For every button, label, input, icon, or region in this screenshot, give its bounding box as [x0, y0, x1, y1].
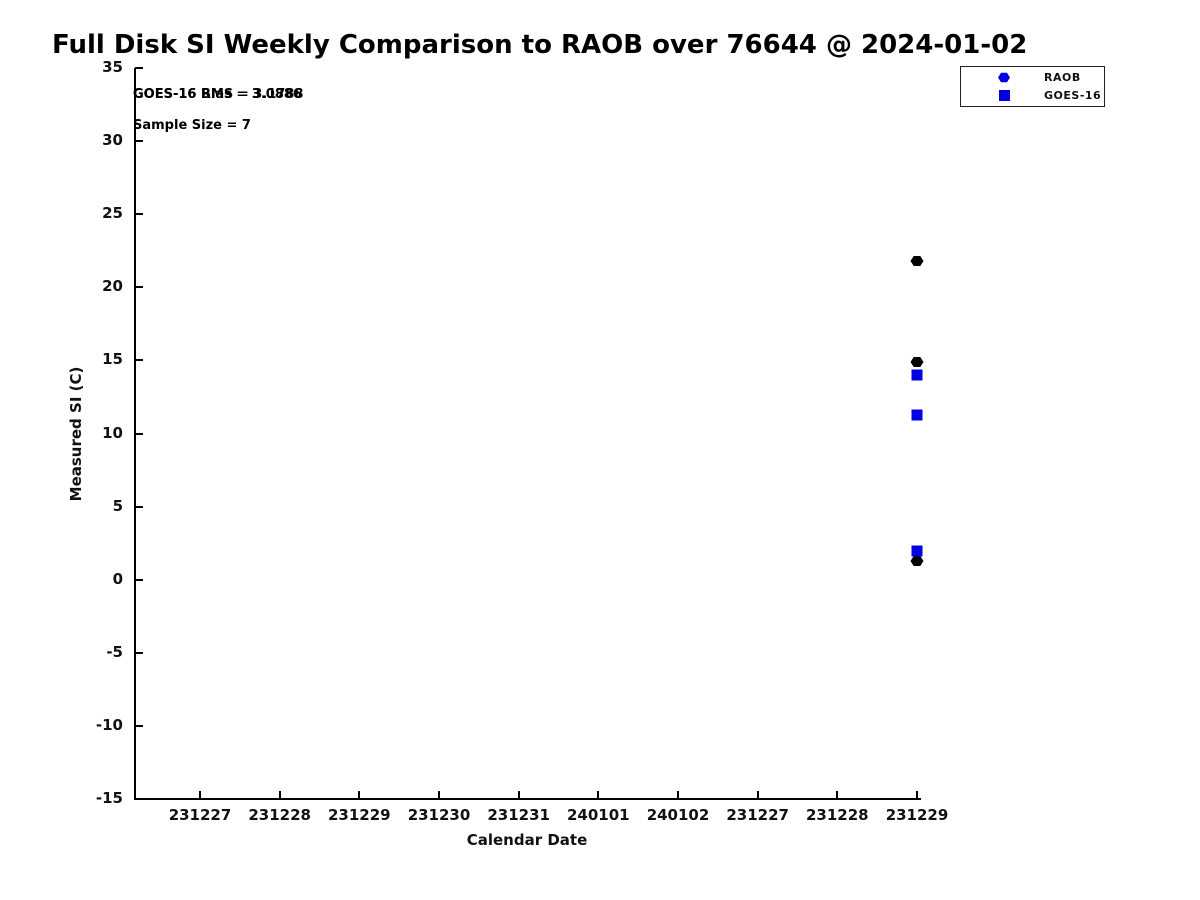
y-tick-mark — [135, 432, 143, 435]
chart-title: Full Disk SI Weekly Comparison to RAOB o… — [52, 30, 1028, 60]
y-tick-mark — [135, 505, 143, 508]
x-tick-label: 231228 — [248, 806, 311, 824]
data-point-raob — [910, 356, 924, 368]
x-tick-mark — [517, 791, 520, 799]
legend-row-goes16: GOES-16 — [961, 87, 1104, 105]
x-axis-spine — [134, 798, 921, 800]
x-tick-mark — [597, 791, 600, 799]
y-tick-label: -5 — [106, 642, 123, 661]
legend-label-raob: RAOB — [1044, 71, 1081, 84]
y-tick-mark — [135, 359, 143, 362]
annotation-bias: GOES-16 Bias = 3.0886 — [133, 87, 302, 102]
x-tick-mark — [358, 791, 361, 799]
x-tick-label: 231229 — [885, 806, 949, 824]
y-tick-mark — [135, 213, 143, 216]
x-tick-label: 231231 — [487, 806, 550, 824]
x-tick-label: 231227 — [726, 806, 789, 824]
y-tick-label: 35 — [102, 58, 123, 76]
data-point-goes16 — [911, 545, 923, 556]
y-tick-mark — [135, 140, 143, 143]
x-axis-label: Calendar Date — [466, 831, 588, 849]
data-point-goes16 — [911, 409, 923, 420]
x-tick-mark — [756, 791, 759, 799]
y-tick-mark — [135, 798, 143, 800]
y-tick-label: 20 — [102, 277, 123, 296]
y-tick-label: -15 — [95, 789, 123, 807]
y-tick-mark — [135, 651, 143, 654]
y-tick-label: 30 — [102, 131, 123, 150]
x-tick-mark — [677, 791, 679, 799]
legend-label-goes16: GOES-16 — [1044, 89, 1102, 102]
hexagram-icon — [998, 72, 1010, 84]
x-tick-label: 231227 — [168, 806, 232, 824]
x-tick-mark — [438, 791, 440, 799]
data-point-raob — [910, 555, 924, 567]
annotation-sample-size: Sample Size = 7 — [133, 118, 251, 133]
y-tick-mark — [135, 286, 143, 289]
square-icon — [998, 90, 1010, 102]
x-tick-label: 231228 — [805, 806, 869, 824]
y-tick-label: 25 — [102, 204, 123, 223]
y-tick-label: 5 — [112, 496, 123, 515]
y-tick-label: 15 — [102, 350, 123, 369]
x-tick-label: 240101 — [566, 806, 630, 824]
x-tick-mark — [916, 791, 918, 799]
data-point-raob — [910, 255, 924, 267]
y-tick-mark — [135, 724, 143, 727]
x-tick-mark — [836, 791, 839, 799]
y-tick-label: 10 — [102, 423, 123, 442]
x-tick-mark — [278, 791, 281, 799]
y-tick-mark — [135, 578, 143, 581]
x-tick-label: 231229 — [327, 806, 391, 824]
y-tick-label: 0 — [112, 569, 123, 588]
x-tick-label: 231230 — [407, 806, 471, 824]
y-axis-label: Measured SI (C) — [67, 366, 85, 502]
data-point-goes16 — [911, 369, 923, 381]
annotation-rms: GOES-16 RMS = 3.1788 — [133, 87, 304, 102]
y-tick-mark — [135, 67, 143, 69]
y-tick-label: -10 — [95, 715, 123, 734]
legend-row-raob: RAOB — [961, 69, 1104, 87]
x-tick-mark — [199, 791, 201, 799]
x-tick-label: 240102 — [646, 806, 710, 824]
legend: RAOB GOES-16 — [960, 66, 1105, 107]
